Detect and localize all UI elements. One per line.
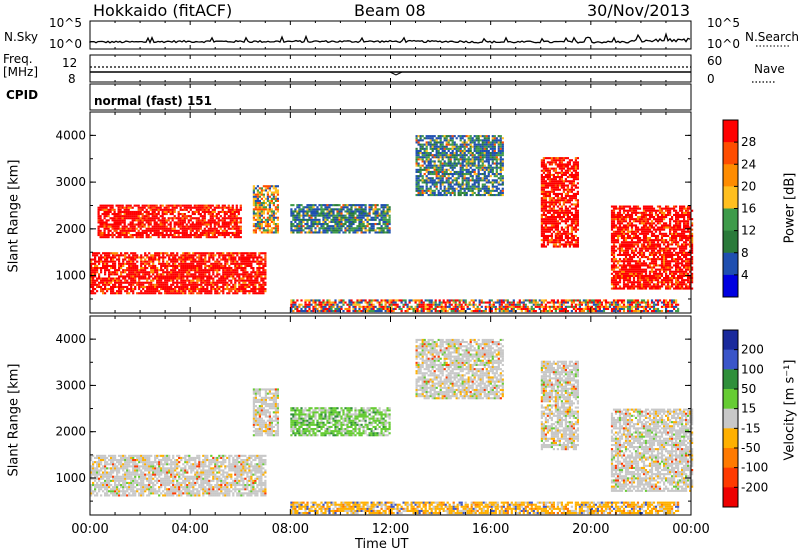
noise-right-tick-top: 10^5 — [707, 16, 740, 30]
noise-left-tick-bottom: 10^0 — [49, 37, 82, 51]
freq-right-tick-top: 60 — [707, 54, 723, 68]
power-region — [252, 185, 279, 234]
velocity-colorbar-label: 200 — [741, 343, 764, 357]
x-axis-label: Time UT — [355, 537, 409, 552]
power-ytick-label: 3000 — [55, 175, 86, 189]
velocity-ytick-label: 4000 — [55, 332, 86, 346]
velocity-colorbar-label: -50 — [741, 441, 761, 455]
power-colorbar-swatch — [723, 274, 738, 298]
power-region — [610, 205, 694, 290]
freq-unit-label: [MHz] — [3, 65, 39, 79]
station-title: Hokkaido (fitACF) — [93, 1, 233, 20]
power-region — [90, 252, 267, 295]
cpid-label: CPID — [6, 88, 39, 102]
velocity-ytick-label: 1000 — [55, 471, 86, 485]
velocity-colorbar-frame — [722, 329, 739, 508]
power-colorbar-swatch — [723, 120, 738, 143]
power-colorbar-label: 8 — [741, 246, 749, 260]
power-colorbar-label: 16 — [741, 202, 756, 216]
power-colorbar-swatch — [723, 186, 738, 209]
velocity-region — [415, 338, 504, 400]
noise-panel-frame — [89, 20, 692, 50]
nave-label: Nave — [754, 62, 785, 76]
velocity-region — [540, 360, 579, 451]
velocity-colorbar-swatch — [723, 349, 738, 370]
freq-label: Freq. — [3, 52, 33, 66]
power-ytick-label: 4000 — [55, 128, 86, 142]
noise-left-tick-top: 10^5 — [49, 16, 82, 30]
power-region — [540, 157, 579, 248]
velocity-region — [610, 408, 694, 492]
freq-panel-frame — [89, 54, 692, 83]
power-region — [290, 204, 391, 234]
power-colorbar-label: 24 — [741, 157, 756, 171]
power-region — [415, 135, 504, 197]
velocity-colorbar-swatch — [723, 389, 738, 410]
freq-dip — [389, 71, 403, 76]
velocity-colorbar-swatch — [723, 428, 738, 449]
freq-left-tick-top: 12 — [62, 56, 78, 70]
velocity-colorbar-label: 100 — [741, 362, 764, 376]
power-region — [97, 204, 242, 239]
power-region — [290, 299, 680, 313]
velocity-colorbar-label: -100 — [741, 461, 768, 475]
x-tick-label: 16:00 — [472, 522, 509, 537]
velocity-colorbar-swatch — [723, 369, 738, 390]
power-ytick-label: 2000 — [55, 222, 86, 236]
velocity-colorbar-swatch — [723, 448, 738, 469]
power-colorbar-swatch — [723, 208, 738, 232]
x-tick-label: 00:00 — [672, 522, 709, 537]
power-colorbar-label: 12 — [741, 224, 756, 238]
power-colorbar-label: 28 — [741, 135, 756, 149]
date-title: 30/Nov/2013 — [587, 1, 691, 20]
x-tick-label: 04:00 — [171, 522, 208, 537]
noise-sky-line — [89, 32, 691, 45]
velocity-ytick-label: 2000 — [55, 425, 86, 439]
velocity-region — [290, 407, 391, 437]
power-colorbar-label: 4 — [741, 268, 749, 282]
velocity-colorbar-swatch — [723, 467, 738, 488]
velocity-colorbar-label: 50 — [741, 382, 756, 396]
velocity-colorbar-swatch — [723, 487, 738, 508]
freq-right-tick-bottom: 0 — [707, 72, 715, 86]
velocity-ytick-label: 3000 — [55, 378, 86, 392]
power-colorbar-swatch — [723, 230, 738, 254]
velocity-region — [90, 454, 267, 497]
velocity-colorbar-label: 15 — [741, 402, 756, 416]
noise-search-label: N.Search — [745, 30, 800, 44]
power-colorbar-swatch — [723, 142, 738, 165]
noise-right-tick-bottom: 10^0 — [707, 37, 740, 51]
power-colorbar-swatch — [723, 164, 738, 187]
velocity-region — [252, 388, 279, 437]
noise-sky-label: N.Sky — [4, 30, 39, 44]
x-tick-label: 20:00 — [572, 522, 609, 537]
velocity-region — [290, 501, 680, 515]
x-tick-label: 12:00 — [372, 522, 409, 537]
x-tick-label: 08:00 — [272, 522, 309, 537]
velocity-colorbar-label: -15 — [741, 421, 761, 435]
freq-left-tick-bottom: 8 — [68, 72, 76, 86]
x-tick-label: 00:00 — [71, 522, 108, 537]
power-ytick-label: 1000 — [55, 269, 86, 283]
power-colorbar-swatch — [723, 252, 738, 276]
velocity-colorbar-label: -200 — [741, 480, 768, 494]
velocity-colorbar-swatch — [723, 408, 738, 429]
velocity-colorbar-swatch — [723, 330, 738, 351]
cpid-text: normal (fast) 151 — [94, 94, 212, 108]
beam-title: Beam 08 — [354, 1, 426, 20]
power-colorbar-label: 20 — [741, 179, 756, 193]
